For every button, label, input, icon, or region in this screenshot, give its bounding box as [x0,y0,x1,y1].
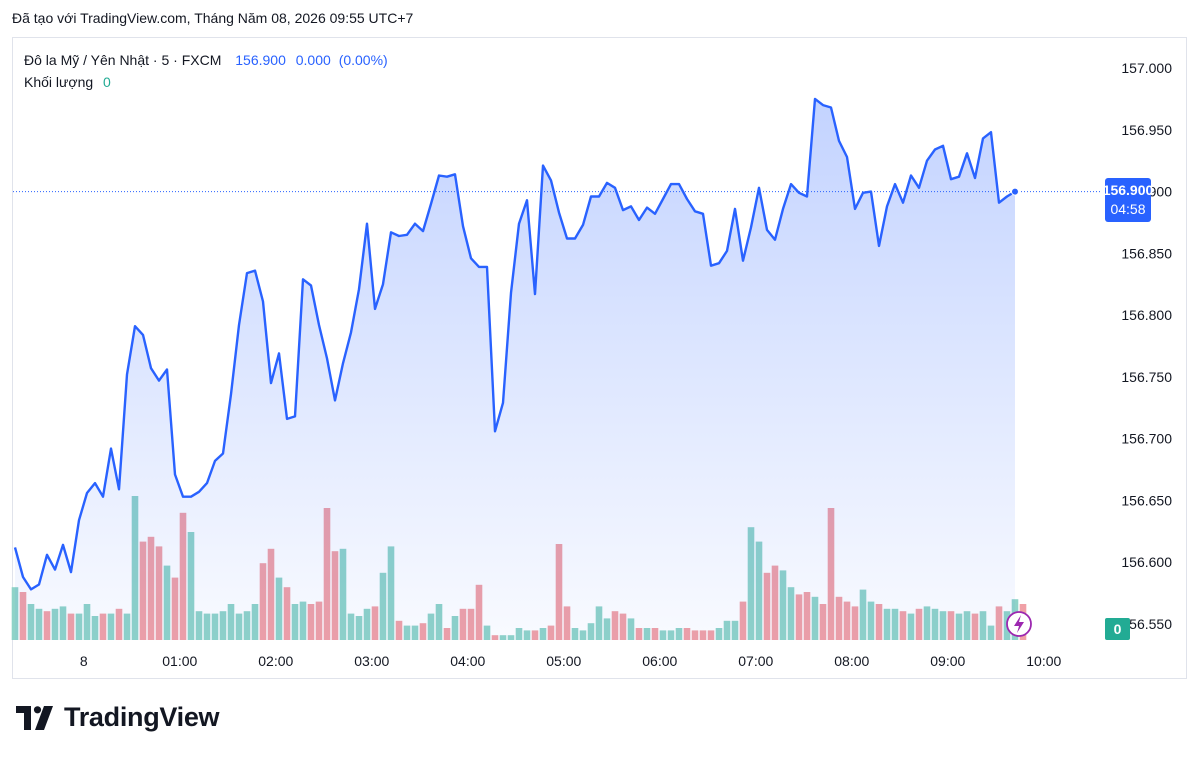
time-axis-label: 05:00 [546,653,581,669]
lightning-button[interactable] [1006,611,1032,637]
price-axis-label: 156.850 [1121,245,1172,261]
volume-tag-value: 0 [1114,621,1122,637]
price-axis-label: 156.950 [1121,122,1172,138]
price-area-fill [15,98,1015,640]
tradingview-logo-icon [16,705,53,730]
time-axis-label: 09:00 [930,653,965,669]
price-axis-label: 156.800 [1121,307,1172,323]
time-axis[interactable]: 8 01:00 02:00 03:00 04:00 05:00 06:00 07:00 08:0… [80,653,1062,669]
time-axis-label: 03:00 [354,653,389,669]
price-axis-label: 157.000 [1121,60,1172,76]
time-axis-label: 01:00 [162,653,197,669]
legend-volume-row[interactable]: Khối lượng 0 [24,71,388,93]
price-tag-value: 156.900 [1103,182,1154,198]
symbol-name[interactable]: Đô la Mỹ / Yên Nhật · 5 · FXCM [24,52,222,68]
volume-tag: 0 [1105,618,1130,640]
price-axis-label: 156.550 [1121,616,1172,632]
chart-frame [12,37,1187,679]
volume-value: 0 [103,74,111,90]
time-axis-label: 06:00 [642,653,677,669]
price-axis-label: 156.700 [1121,431,1172,447]
time-axis-label: 10:00 [1026,653,1061,669]
last-price-dot [1011,187,1019,196]
lightning-icon [1014,615,1024,633]
time-axis-label: 07:00 [738,653,773,669]
price-tag: 156.900 04:58 [1103,178,1154,222]
price-tag-countdown: 04:58 [1110,201,1145,217]
volume-label: Khối lượng [24,74,94,90]
price-axis[interactable]: 157.000156.950156.900156.850156.800156.7… [1121,60,1172,632]
last-price-value: 156.900 [235,52,286,68]
change-percent: (0.00%) [338,52,388,68]
time-axis-label: 08:00 [834,653,869,669]
price-axis-label: 156.600 [1121,554,1172,570]
created-with-caption: Đã tạo với TradingView.com, Tháng Năm 08… [12,10,414,26]
time-axis-label: 02:00 [258,653,293,669]
change-value: 0.000 [295,52,331,68]
tradingview-wordmark: TradingView [64,702,220,732]
legend-symbol-row[interactable]: Đô la Mỹ / Yên Nhật · 5 · FXCM 156.900 0… [24,49,388,71]
tradingview-logo[interactable]: TradingView [16,702,220,733]
time-axis-label: 04:00 [450,653,485,669]
price-axis-label: 156.650 [1121,492,1172,508]
chart-legend: Đô la Mỹ / Yên Nhật · 5 · FXCM 156.900 0… [24,49,388,93]
price-line [13,97,1016,591]
price-axis-label: 156.750 [1121,369,1172,385]
time-axis-label: 8 [80,653,88,669]
